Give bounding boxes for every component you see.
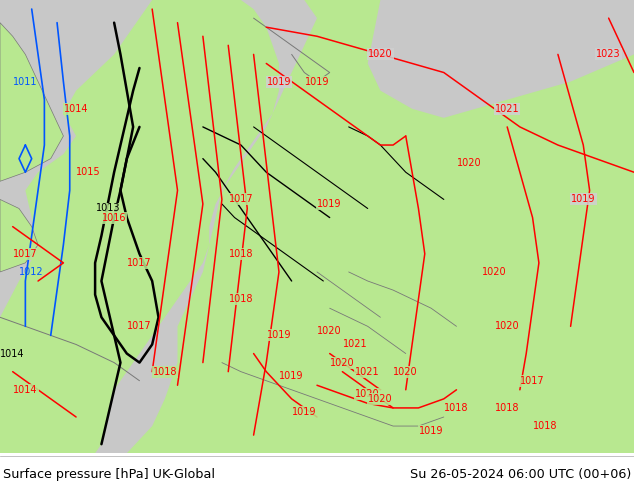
Text: 1018: 1018 xyxy=(444,403,469,413)
Polygon shape xyxy=(0,23,63,181)
Text: 1020: 1020 xyxy=(495,321,519,331)
Text: 1019: 1019 xyxy=(267,330,291,341)
Text: 1023: 1023 xyxy=(597,49,621,59)
Text: 1019: 1019 xyxy=(292,408,316,417)
Text: 1020: 1020 xyxy=(356,390,380,399)
Text: 1019: 1019 xyxy=(280,371,304,381)
Text: 1017: 1017 xyxy=(127,258,152,268)
Text: 1018: 1018 xyxy=(229,294,253,304)
Text: 1011: 1011 xyxy=(13,76,37,87)
Text: 1019: 1019 xyxy=(267,76,291,87)
Text: 1018: 1018 xyxy=(153,367,177,377)
Text: 1015: 1015 xyxy=(77,167,101,177)
Text: 1019: 1019 xyxy=(419,426,443,436)
Text: 1020: 1020 xyxy=(330,358,354,368)
Text: 1019: 1019 xyxy=(305,76,329,87)
Text: 1012: 1012 xyxy=(20,267,44,277)
Polygon shape xyxy=(0,0,634,453)
Text: 1016: 1016 xyxy=(102,213,126,222)
Text: 1014: 1014 xyxy=(1,348,25,359)
Text: 1017: 1017 xyxy=(521,376,545,386)
Text: 1020: 1020 xyxy=(368,394,392,404)
Text: 1014: 1014 xyxy=(13,385,37,395)
Text: 1013: 1013 xyxy=(96,203,120,214)
Text: 1018: 1018 xyxy=(533,421,557,431)
Polygon shape xyxy=(368,0,634,118)
Text: 1017: 1017 xyxy=(127,321,152,331)
Text: 1014: 1014 xyxy=(64,104,88,114)
Text: 1019: 1019 xyxy=(571,195,595,204)
Text: 1020: 1020 xyxy=(394,367,418,377)
Text: 1021: 1021 xyxy=(356,367,380,377)
Text: 1017: 1017 xyxy=(229,195,253,204)
Polygon shape xyxy=(95,0,317,453)
Text: Surface pressure [hPa] UK-Global: Surface pressure [hPa] UK-Global xyxy=(3,468,215,481)
Text: 1019: 1019 xyxy=(318,199,342,209)
Text: Su 26-05-2024 06:00 UTC (00+06): Su 26-05-2024 06:00 UTC (00+06) xyxy=(410,468,631,481)
Text: 1021: 1021 xyxy=(495,104,519,114)
Text: 1020: 1020 xyxy=(318,326,342,336)
Text: 1017: 1017 xyxy=(13,249,37,259)
Text: 1021: 1021 xyxy=(343,340,367,349)
Text: 1020: 1020 xyxy=(482,267,507,277)
Text: 1020: 1020 xyxy=(368,49,392,59)
Text: 1020: 1020 xyxy=(457,158,481,168)
Text: 1018: 1018 xyxy=(229,249,253,259)
Polygon shape xyxy=(0,199,38,272)
Text: 1018: 1018 xyxy=(495,403,519,413)
